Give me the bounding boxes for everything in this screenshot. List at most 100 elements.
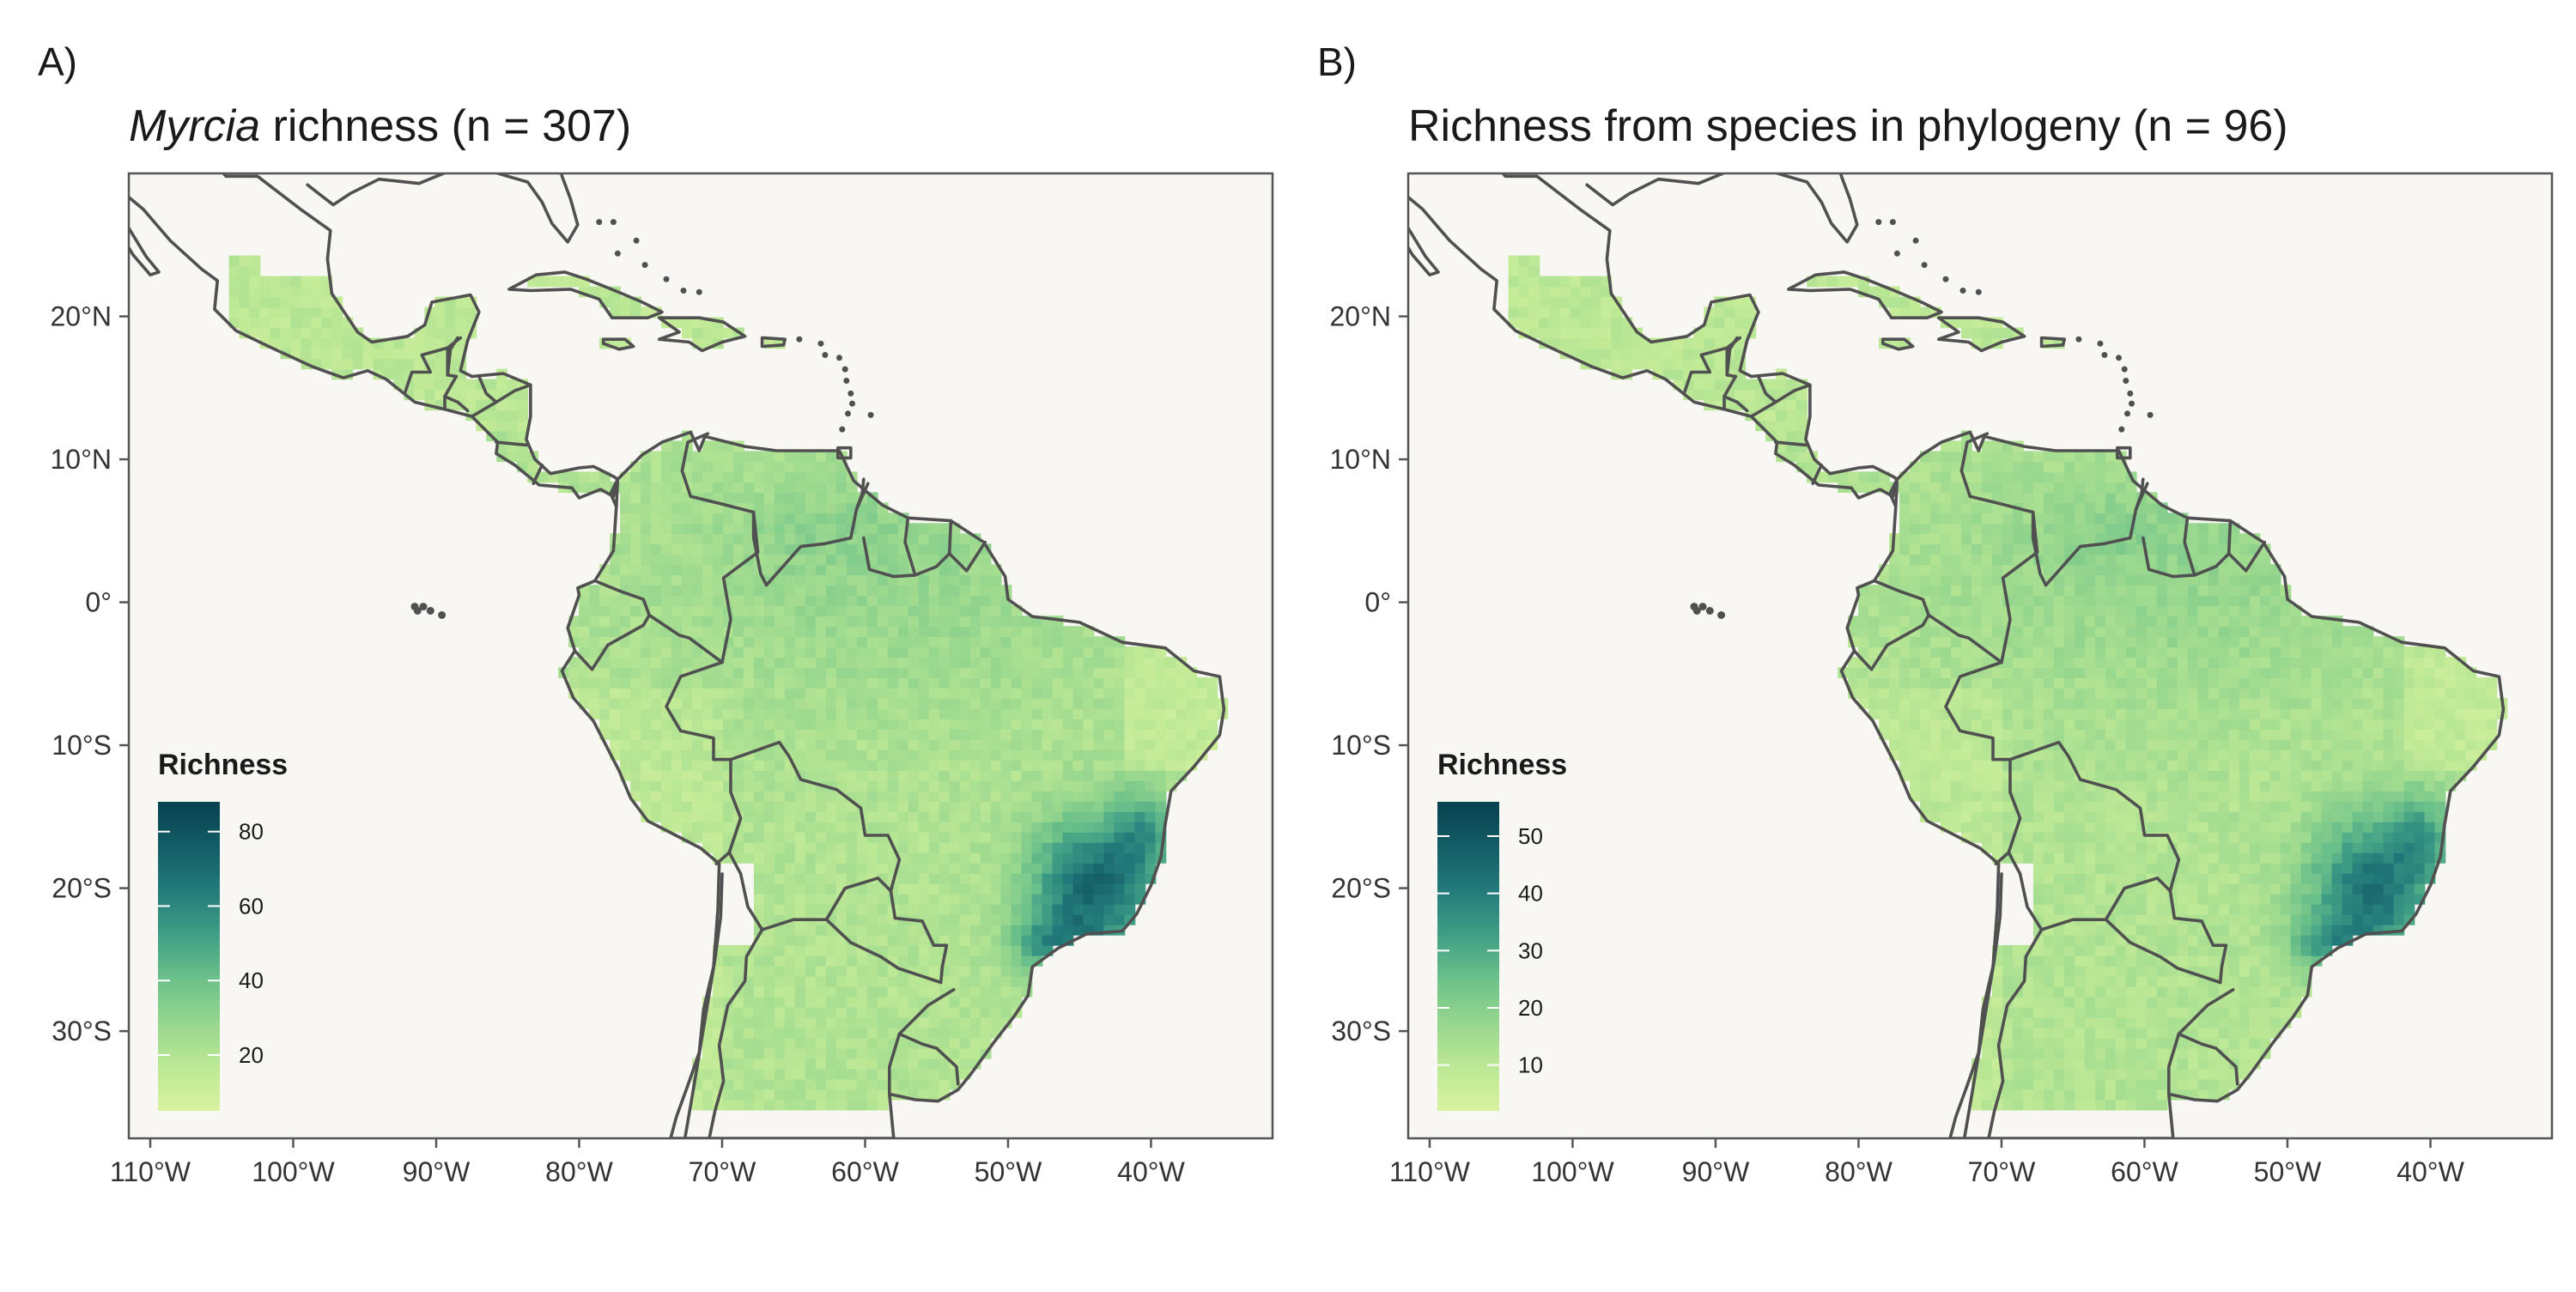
richness-cell [836,739,848,750]
richness-cell [878,822,889,833]
richness-cell [2126,719,2137,730]
richness-cell [1084,801,1095,812]
richness-cell [929,1058,940,1070]
richness-cell [2188,698,2199,709]
richness-cell [867,883,878,895]
richness-cell [641,729,652,740]
richness-cell [2085,1100,2096,1111]
richness-cell [888,760,899,771]
richness-cell [878,616,889,627]
richness-cell [2178,636,2189,647]
richness-cell [331,338,343,349]
richness-cell [826,636,837,647]
richness-cell [702,451,714,462]
richness-cell [2147,894,2158,905]
richness-cell [414,389,425,400]
richness-cell [2208,667,2220,678]
richness-cell [816,976,827,987]
richness-cell [1776,379,1787,391]
richness-cell [960,986,971,998]
richness-cell [661,564,672,575]
richness-cell [507,399,518,410]
richness-cell [857,646,868,658]
richness-cell [1084,677,1095,688]
richness-cell [1001,698,1012,709]
richness-cell [2054,636,2065,647]
richness-cell [424,338,435,349]
richness-cell [764,863,775,874]
richness-cell [1186,729,1197,740]
richness-cell [950,852,961,864]
richness-cell [867,976,878,987]
richness-cell [1971,461,1983,472]
richness-cell [651,770,662,781]
richness-cell [960,852,971,864]
richness-cell [2023,1028,2034,1039]
richness-cell [1971,471,1983,482]
richness-cell [723,976,734,987]
richness-cell [867,667,878,678]
richness-cell [1899,533,1911,544]
richness-cell [630,307,641,318]
richness-cell [1012,904,1023,915]
richness-cell [723,780,734,792]
richness-cell [723,471,734,482]
richness-cell [960,873,971,884]
richness-cell [229,266,240,277]
richness-cell [960,749,971,761]
richness-cell [785,904,796,915]
richness-cell [1186,677,1197,688]
richness-cell [362,359,374,370]
richness-cell [2054,904,2065,915]
richness-cell [1145,719,1157,730]
richness-cell [775,523,786,534]
richness-cell [1094,636,1105,647]
richness-cell [651,513,662,524]
richness-cell [878,832,889,843]
richness-cell [2136,904,2148,915]
richness-cell [2188,1069,2199,1080]
richness-cell [1714,369,1725,380]
richness-cell [1032,894,1043,905]
richness-cell [733,842,744,853]
richness-cell [1519,297,1530,308]
richness-cell [1022,770,1033,781]
richness-cell [1115,780,1126,792]
richness-cell [661,451,672,462]
richness-cell [878,904,889,915]
richness-cell [1899,739,1911,750]
richness-cell [2085,471,2096,482]
richness-cell [1125,894,1136,905]
richness-cell [775,955,786,967]
richness-cell [713,986,724,998]
richness-cell [2033,832,2044,843]
richness-cell [692,523,703,534]
richness-cell [836,482,848,493]
richness-cell [2085,574,2096,585]
richness-cell [2085,626,2096,637]
richness-cell [1125,677,1136,688]
richness-cell [723,1048,734,1059]
richness-cell [908,852,920,864]
richness-cell [1982,451,1993,462]
richness-cell [1001,616,1012,627]
richness-cell [878,842,889,853]
richness-cell [2178,925,2189,936]
richness-cell [558,276,569,288]
richness-cell [888,997,899,1008]
richness-cell [2085,1038,2096,1049]
richness-cell [919,770,930,781]
richness-cell [898,863,909,874]
richness-cell [2116,729,2127,740]
richness-cell [795,502,806,513]
richness-cell [2157,914,2168,925]
richness-cell [1982,1079,1993,1090]
richness-cell [744,780,755,792]
richness-cell [733,688,744,699]
richness-cell [733,574,744,585]
richness-cell [2208,708,2220,719]
richness-cell [960,925,971,936]
richness-cell [950,739,961,750]
richness-cell [878,925,889,936]
richness-cell [908,883,920,895]
